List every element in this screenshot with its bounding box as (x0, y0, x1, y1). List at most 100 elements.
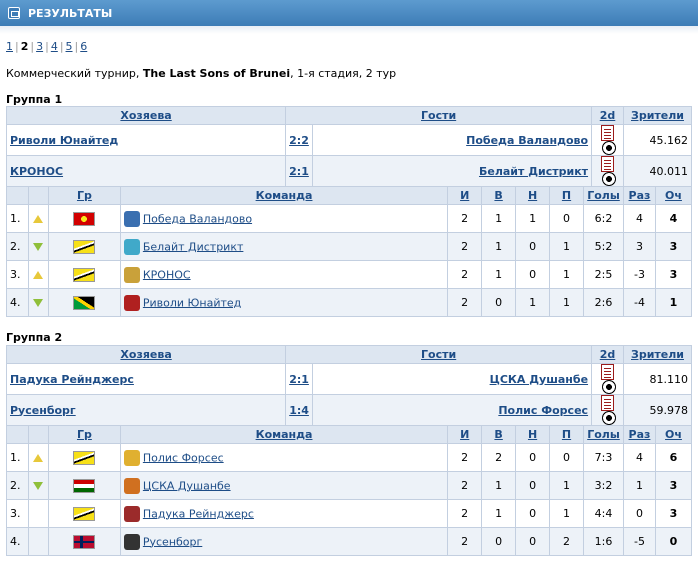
lost-value: 1 (549, 260, 584, 289)
header-won[interactable]: В (481, 425, 517, 444)
team-link[interactable]: ЦСКА Душанбе (142, 479, 231, 492)
team-link[interactable]: Белайт Дистрикт (142, 240, 244, 253)
guest-team-link[interactable]: Победа Валандово (311, 124, 593, 156)
ball-2d-icon[interactable] (601, 172, 616, 186)
trend-up-icon (33, 271, 44, 279)
spectators-value: 40.011 (623, 155, 692, 187)
ball-2d-icon[interactable] (601, 380, 616, 394)
guest-team-link[interactable]: ЦСКА Душанбе (311, 363, 593, 395)
header-spectators[interactable]: Зрители (623, 345, 692, 364)
home-team-link[interactable]: Риволи Юнайтед (5, 124, 287, 156)
header-guests[interactable]: Гости (285, 106, 593, 125)
played-value: 2 (447, 288, 483, 317)
page-title: РЕЗУЛЬТАТЫ (28, 6, 113, 20)
group-1-standings: Гр Команда И В Н П Голы Раз Оч 1. Победа Валандово… (6, 186, 693, 317)
team-link[interactable]: Падука Рейнджерс (142, 507, 254, 520)
match-score-link[interactable]: 2:2 (285, 124, 313, 156)
trend-up-icon (33, 215, 44, 223)
page-current: 2 (20, 40, 29, 53)
position: 3. (6, 260, 29, 289)
drawn-value: 0 (515, 499, 551, 528)
header-goals[interactable]: Голы (583, 186, 624, 205)
match-score-link[interactable]: 2:1 (285, 363, 313, 395)
header-diff[interactable]: Раз (622, 186, 656, 205)
group-1-matches: Хозяева Гости 2d Зрители Риволи Юнайтед 2:2 По… (5, 106, 692, 187)
header-diff[interactable]: Раз (622, 425, 656, 444)
trend-cell (27, 260, 49, 289)
brunei-flag-icon (73, 450, 96, 465)
flag-cell (47, 232, 121, 261)
team-cell: Победа Валандово (119, 204, 449, 233)
home-team-link[interactable]: КРОНОС (5, 155, 287, 187)
position: 4. (6, 288, 29, 317)
header-won[interactable]: В (481, 186, 517, 205)
header-shadow (0, 26, 698, 34)
team-cell: Полис Форсес (119, 443, 449, 472)
header-points[interactable]: Оч (654, 425, 693, 444)
page-link-4[interactable]: 4 (50, 40, 58, 53)
header-played[interactable]: И (447, 425, 483, 444)
header-guests[interactable]: Гости (285, 345, 593, 364)
team-crest-icon (123, 505, 140, 522)
standings-row: 4. Русенборг 2 0 0 2 1:6 -5 0 (6, 527, 693, 556)
header-home[interactable]: Хозяева (5, 345, 287, 364)
team-link[interactable]: Победа Валандово (142, 212, 253, 225)
tajik-flag-icon (73, 478, 96, 493)
ball-2d-icon[interactable] (601, 411, 616, 425)
header-team[interactable]: Команда (119, 425, 449, 444)
played-value: 2 (447, 260, 483, 289)
team-link[interactable]: Риволи Юнайтед (142, 296, 242, 309)
drawn-value: 0 (515, 260, 551, 289)
report-icon[interactable] (601, 156, 615, 172)
drawn-value: 1 (515, 204, 551, 233)
page-link-1[interactable]: 1 (6, 40, 13, 53)
match-score-link[interactable]: 1:4 (285, 394, 313, 426)
goals-value: 6:2 (583, 204, 624, 233)
header-points[interactable]: Оч (654, 186, 693, 205)
header-drawn[interactable]: Н (515, 186, 551, 205)
page-link-6[interactable]: 6 (80, 40, 88, 53)
lost-value: 1 (549, 499, 584, 528)
header-played[interactable]: И (447, 186, 483, 205)
team-crest-icon (123, 266, 140, 283)
match-score-link[interactable]: 2:1 (285, 155, 313, 187)
header-home[interactable]: Хозяева (5, 106, 287, 125)
trend-cell (27, 288, 49, 317)
report-icon[interactable] (601, 364, 615, 380)
standings-row: 3. КРОНОС 2 1 0 1 2:5 -3 3 (6, 260, 693, 289)
header-trend (27, 425, 49, 444)
team-link[interactable]: КРОНОС (142, 268, 191, 281)
page-header: РЕЗУЛЬТАТЫ (0, 0, 698, 26)
team-link[interactable]: Русенборг (142, 535, 203, 548)
report-icon[interactable] (601, 395, 615, 411)
spectators-value: 59.978 (623, 394, 692, 426)
page-link-3[interactable]: 3 (36, 40, 44, 53)
home-team-link[interactable]: Русенборг (5, 394, 287, 426)
header-team[interactable]: Команда (119, 186, 449, 205)
header-flag[interactable]: Гр (47, 425, 121, 444)
position: 2. (6, 471, 29, 500)
home-team-link[interactable]: Падука Рейнджерс (5, 363, 287, 395)
lost-value: 1 (549, 471, 584, 500)
header-lost[interactable]: П (549, 186, 584, 205)
report-icon[interactable] (601, 125, 615, 141)
header-drawn[interactable]: Н (515, 425, 551, 444)
trend-down-icon (33, 482, 44, 490)
header-goals[interactable]: Голы (583, 425, 624, 444)
ball-2d-icon[interactable] (601, 141, 616, 155)
position: 1. (6, 443, 29, 472)
guest-team-link[interactable]: Белайт Дистрикт (311, 155, 593, 187)
header-flag[interactable]: Гр (47, 186, 121, 205)
header-2d[interactable]: 2d (591, 345, 624, 364)
team-link[interactable]: Полис Форсес (142, 451, 224, 464)
team-crest-icon (123, 210, 140, 227)
header-pos (6, 425, 29, 444)
drawn-value: 0 (515, 443, 551, 472)
page-link-5[interactable]: 5 (65, 40, 73, 53)
match-row: Русенборг 1:4 Полис Форсес 59.978 (5, 394, 692, 426)
header-lost[interactable]: П (549, 425, 584, 444)
header-spectators[interactable]: Зрители (623, 106, 692, 125)
header-2d[interactable]: 2d (591, 106, 624, 125)
guest-team-link[interactable]: Полис Форсес (311, 394, 593, 426)
trend-cell (27, 471, 49, 500)
